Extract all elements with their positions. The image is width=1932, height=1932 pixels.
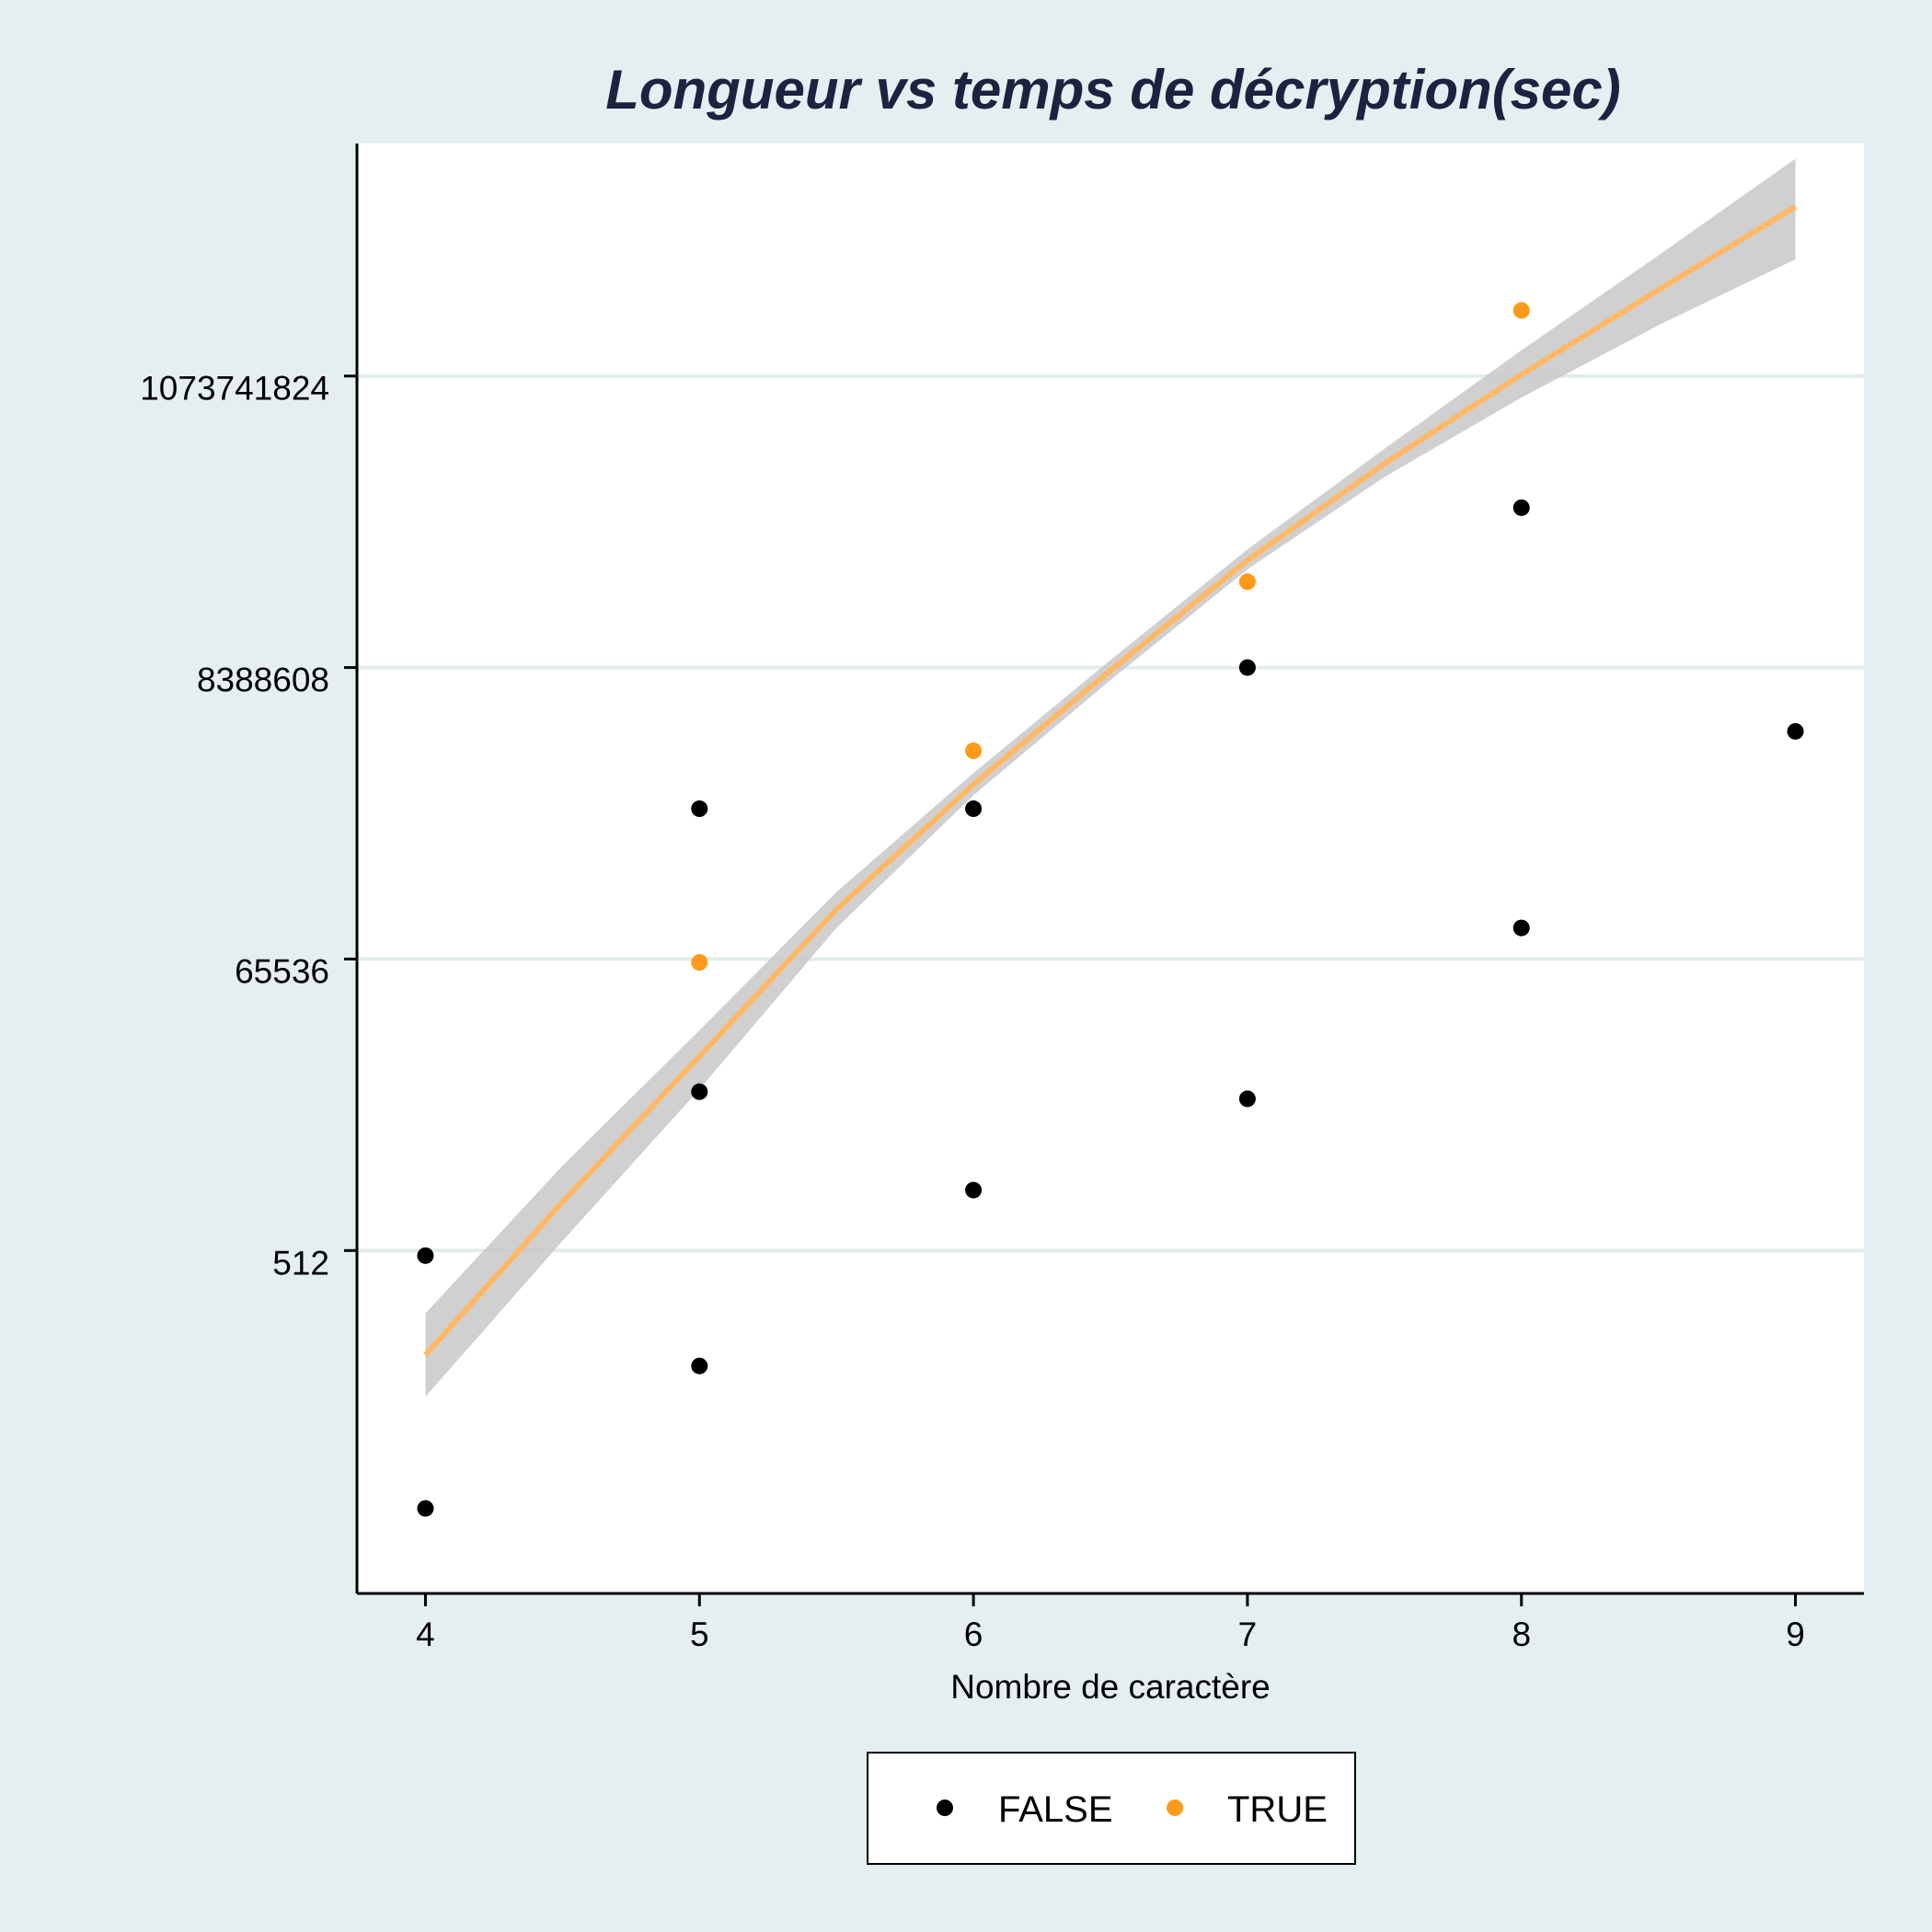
legend-label-true: TRUE	[1227, 1789, 1328, 1830]
y-tick-label: 512	[272, 1244, 329, 1282]
data-point-false	[965, 800, 983, 818]
x-tick-label: 5	[690, 1616, 709, 1653]
data-point-false	[417, 1500, 434, 1517]
x-tick-label: 4	[416, 1616, 435, 1653]
x-tick-label: 9	[1786, 1616, 1805, 1653]
x-tick-label: 8	[1512, 1616, 1531, 1653]
legend-label-false: FALSE	[998, 1789, 1113, 1830]
y-axis-ticks: 512 65536 8388608 1073741824	[140, 370, 357, 1282]
confidence-band-group	[425, 158, 1796, 1397]
x-axis-ticks: 4 5 6 7 8 9	[416, 1593, 1805, 1653]
data-point-false	[1512, 919, 1530, 937]
legend-marker-false	[937, 1800, 953, 1816]
data-point-false	[691, 800, 708, 818]
trend-line	[423, 204, 1798, 1357]
y-tick-label: 8388608	[197, 661, 329, 699]
data-point-true	[691, 954, 708, 972]
data-point-false	[1238, 1090, 1256, 1108]
data-point-true	[1238, 573, 1256, 591]
confidence-band	[425, 158, 1796, 1397]
data-point-true	[1512, 302, 1530, 319]
y-tick-label: 1073741824	[140, 370, 329, 408]
x-tick-label: 7	[1238, 1616, 1258, 1653]
legend: FALSE TRUE	[867, 1752, 1356, 1865]
plot-area	[357, 144, 1864, 1593]
legend-marker-true	[1167, 1800, 1183, 1816]
data-points	[417, 302, 1804, 1517]
data-point-false	[1238, 659, 1256, 676]
x-tick-label: 6	[964, 1616, 983, 1653]
data-point-false	[691, 1083, 708, 1100]
trend-line-group	[423, 204, 1798, 1357]
data-point-true	[965, 742, 983, 760]
data-point-false	[965, 1181, 983, 1199]
data-point-false	[1512, 499, 1530, 516]
chart-title: Longueur vs temps de décryption(sec)	[605, 59, 1621, 121]
data-point-false	[1787, 722, 1804, 740]
data-point-false	[691, 1357, 708, 1374]
y-tick-label: 65536	[235, 952, 329, 990]
data-point-false	[417, 1247, 434, 1264]
x-axis-title: Nombre de caractère	[950, 1668, 1271, 1706]
